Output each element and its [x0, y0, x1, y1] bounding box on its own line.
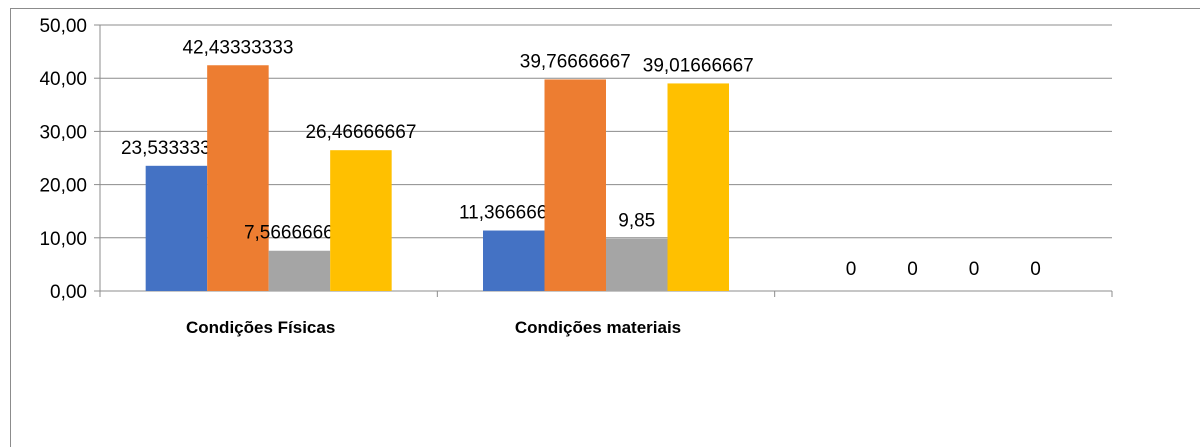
- data-label: 11,36666667: [459, 203, 569, 224]
- x-category-label: Condições materiais: [515, 318, 681, 337]
- bar: [268, 250, 331, 291]
- x-category-label: Condições Físicas: [186, 318, 335, 337]
- data-label: 23,53333333: [121, 138, 232, 159]
- bar: [667, 83, 729, 291]
- y-tick-label: 20,00: [39, 176, 87, 197]
- y-tick-label: 50,00: [39, 16, 87, 37]
- data-label: 9,85: [618, 211, 655, 232]
- data-label: 0: [969, 259, 980, 280]
- bar: [544, 79, 606, 291]
- bar: [483, 230, 545, 291]
- bar: [606, 238, 668, 291]
- data-label: 0: [846, 259, 857, 280]
- data-label: 42,43333333: [182, 37, 293, 58]
- bar: [145, 165, 208, 291]
- data-label: 0: [1030, 259, 1041, 280]
- bar: [207, 65, 269, 291]
- y-tick-label: 0,00: [50, 282, 87, 303]
- data-label: 39,01666667: [643, 55, 754, 76]
- data-label: 39,76666667: [520, 51, 631, 72]
- data-label: 0: [907, 259, 918, 280]
- data-label: 26,46666667: [305, 122, 416, 143]
- y-tick-label: 30,00: [39, 122, 87, 143]
- data-label: 7,566666667: [244, 223, 355, 244]
- y-tick-label: 10,00: [39, 229, 87, 250]
- y-tick-label: 40,00: [39, 69, 87, 90]
- bar: [330, 150, 392, 291]
